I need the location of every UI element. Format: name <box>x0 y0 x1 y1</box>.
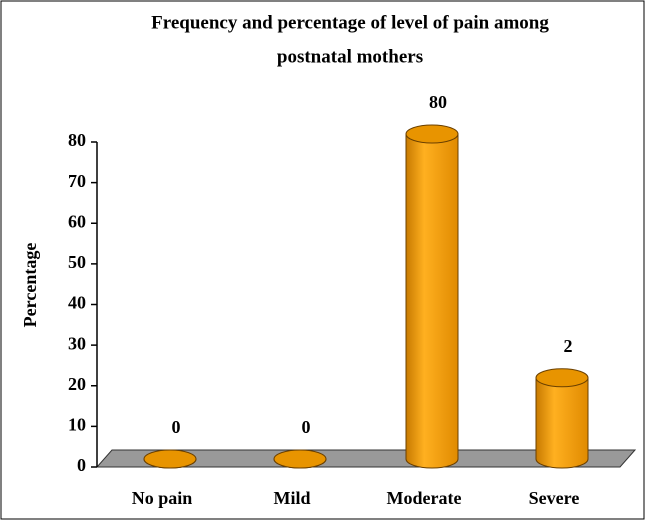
y-tick-label: 50 <box>68 252 86 272</box>
y-tick-label: 20 <box>68 374 86 394</box>
y-tick-label: 80 <box>68 130 86 150</box>
bar-part <box>273 449 327 469</box>
data-label: 2 <box>564 336 573 356</box>
y-tick-label: 30 <box>68 333 86 353</box>
y-tick-label: 0 <box>77 455 86 475</box>
x-tick-label: No pain <box>132 488 193 508</box>
bar-part <box>535 368 589 388</box>
x-tick-label: Severe <box>529 488 580 508</box>
bar-part <box>143 449 197 469</box>
bar-part <box>535 377 589 469</box>
bar <box>273 449 327 469</box>
data-label: 0 <box>172 417 181 437</box>
y-tick-label: 70 <box>68 171 86 191</box>
bar <box>143 449 197 469</box>
x-tick-label: Mild <box>273 488 310 508</box>
bar-part <box>405 133 459 469</box>
data-label: 0 <box>302 417 311 437</box>
chart-title: Frequency and percentage of level of pai… <box>151 12 549 33</box>
bar-part <box>405 124 459 144</box>
y-axis-label: Percentage <box>20 243 40 328</box>
bar <box>405 124 459 469</box>
y-tick-label: 10 <box>68 415 86 435</box>
bar <box>535 368 589 469</box>
x-tick-label: Moderate <box>387 488 462 508</box>
y-tick-label: 40 <box>68 293 86 313</box>
data-label: 80 <box>429 92 447 112</box>
y-tick-label: 60 <box>68 211 86 231</box>
chart-title: postnatal mothers <box>277 46 423 67</box>
